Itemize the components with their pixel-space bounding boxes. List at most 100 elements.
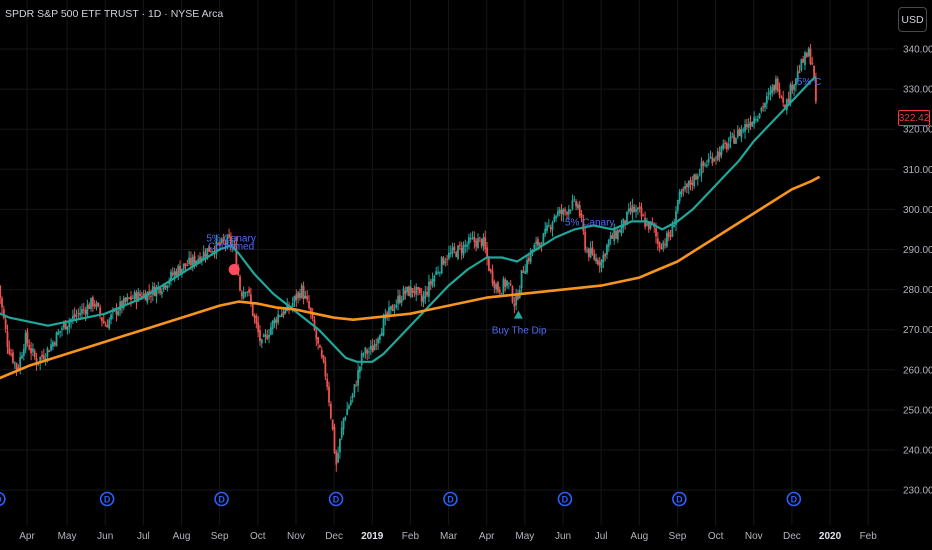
candle-body: [716, 151, 719, 161]
candle-body: [248, 289, 250, 293]
candle-body: [395, 304, 398, 308]
candle-body: [250, 294, 252, 303]
candle: [329, 401, 332, 420]
candle-body: [128, 297, 131, 299]
candle-body: [680, 190, 683, 195]
candle-body: [41, 355, 43, 357]
candle-body: [391, 304, 394, 312]
candle: [95, 300, 98, 311]
candle-body: [578, 204, 581, 216]
candle-body: [658, 242, 661, 249]
candle: [811, 56, 814, 65]
candle-body: [720, 146, 723, 156]
candle-body: [115, 307, 118, 315]
candle-body: [524, 270, 527, 275]
candle: [55, 331, 58, 347]
last-price-tag: 322.42: [898, 110, 930, 126]
candle: [666, 230, 668, 248]
candle: [680, 188, 683, 198]
candle-body: [760, 107, 763, 112]
candle: [171, 267, 174, 278]
candle: [640, 202, 643, 221]
candle: [315, 326, 318, 347]
candle: [210, 247, 212, 253]
candle-body: [484, 237, 487, 250]
candle-body: [666, 233, 668, 247]
dividend-marker-ring: [99, 491, 115, 507]
candle: [264, 329, 267, 344]
candle: [33, 348, 36, 360]
candle-body: [647, 221, 650, 230]
candle-body: [715, 157, 717, 159]
candle: [469, 232, 472, 243]
signal-annotation: Buy The Dip: [492, 326, 547, 337]
candle: [453, 242, 456, 254]
candle-body: [736, 130, 739, 138]
candle-body: [126, 297, 129, 301]
candle: [262, 333, 265, 338]
time-axis[interactable]: Apr May Jun Jul Aug Sep Oct Nov Dec 2019 Feb Mar Apr…: [19, 531, 877, 542]
candle: [520, 269, 523, 295]
candle-body: [437, 272, 439, 274]
candle: [257, 315, 260, 338]
candle: [707, 152, 710, 166]
candle-body: [782, 97, 785, 103]
candle-body: [627, 208, 630, 212]
candle-body: [264, 334, 267, 337]
candle-body: [729, 135, 732, 142]
candle: [455, 250, 458, 258]
candle-body: [177, 265, 180, 275]
candle-body: [809, 48, 812, 64]
candle-body: [420, 294, 423, 302]
candle-body: [411, 288, 414, 293]
candle: [402, 285, 405, 301]
candle-body: [498, 289, 501, 293]
candle: [353, 384, 356, 398]
candle: [618, 228, 621, 233]
candle-body: [767, 93, 770, 95]
candle: [208, 245, 211, 252]
candle-body: [244, 292, 247, 294]
x-tick-label: Mar: [440, 531, 458, 542]
candle: [704, 162, 706, 168]
candle-body: [340, 427, 343, 438]
candle-body: [275, 319, 278, 323]
candle: [86, 299, 89, 317]
dividend-marker: D: [0, 491, 6, 507]
currency-button[interactable]: USD: [898, 7, 927, 32]
candle: [269, 322, 272, 336]
candle-body: [355, 385, 358, 387]
candle-body: [17, 367, 20, 370]
candle: [684, 180, 686, 193]
candle-body: [551, 222, 554, 231]
dividend-markers: DDDDDDDD: [0, 491, 802, 507]
candle-body: [170, 271, 172, 281]
candle-body: [669, 235, 672, 237]
candle: [775, 75, 777, 94]
candle-body: [684, 185, 686, 190]
candle-body: [42, 355, 45, 359]
candle-body: [342, 418, 345, 429]
candle: [478, 236, 481, 243]
candle-body: [68, 321, 71, 328]
candle-body: [776, 78, 779, 91]
candle-body: [284, 308, 287, 314]
price-axis[interactable]: 230.00 240.00 250.00 260.00 270.00 280.00 290.…: [903, 45, 932, 497]
candle: [0, 285, 2, 305]
x-tick-label: Nov: [287, 531, 305, 542]
candle-body: [91, 297, 94, 307]
candle-body: [660, 247, 663, 250]
candle: [658, 241, 661, 253]
candle: [90, 297, 92, 312]
candle: [491, 264, 494, 287]
candle: [595, 253, 597, 264]
candle: [230, 232, 232, 252]
candle-body: [266, 335, 269, 340]
candle: [293, 295, 296, 308]
candle-body: [53, 342, 56, 345]
candle-body: [378, 335, 381, 340]
candle: [101, 317, 103, 327]
candle: [575, 199, 577, 211]
candle-body: [758, 113, 761, 119]
